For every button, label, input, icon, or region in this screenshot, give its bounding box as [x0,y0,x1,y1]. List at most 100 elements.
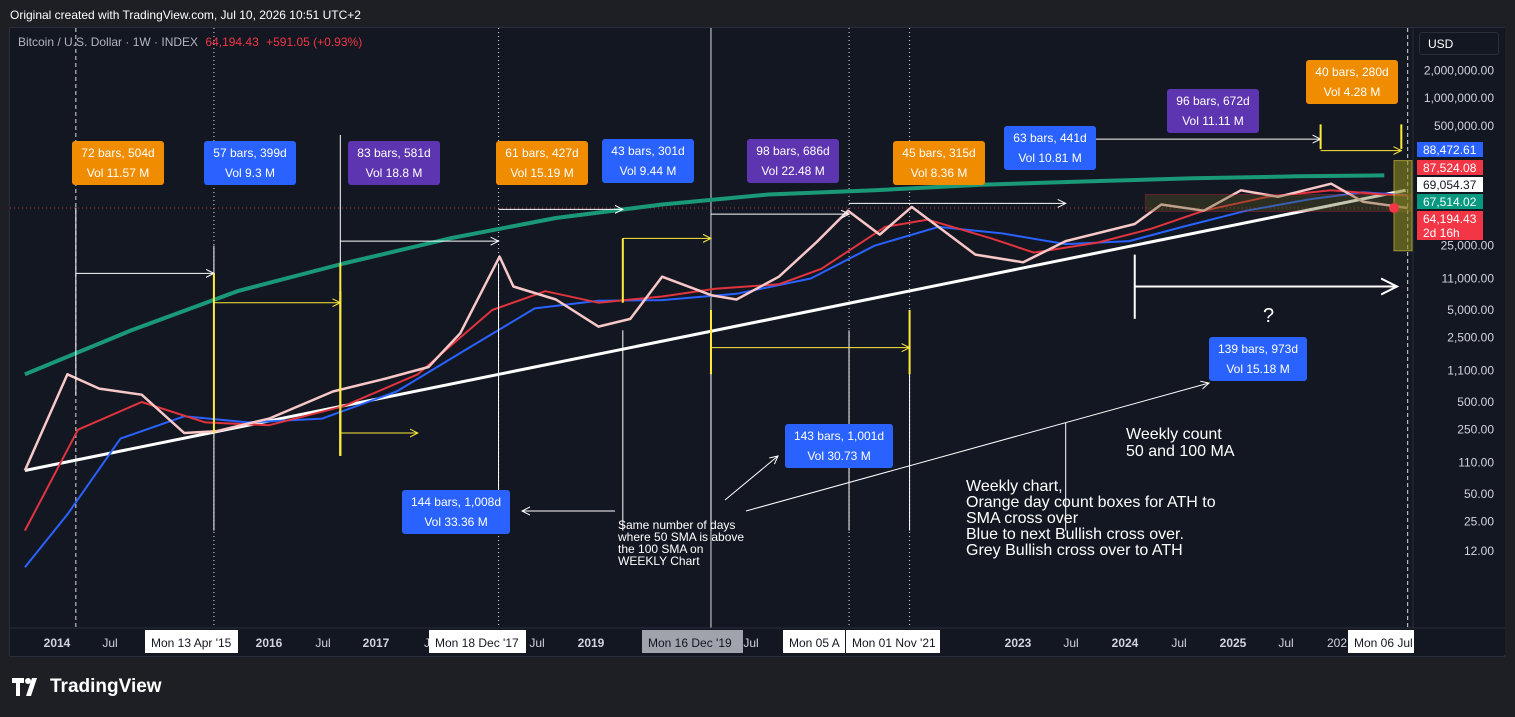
x-tick-label: Jul [1278,636,1293,650]
y-tick-label: 50.00 [1464,487,1494,501]
long-box-vol: Vol 30.73 M [807,449,870,463]
x-tick-label: Jul [529,636,544,650]
cycle-box-label: 96 bars, 672d [1176,94,1249,108]
annotation-arrow [724,456,778,501]
long-box-vol: Vol 15.18 M [1226,362,1289,376]
x-tick-label: 2023 [1005,636,1032,650]
price-label: 2d 16h [1423,226,1460,240]
price-axis [1413,28,1505,628]
cycle-box-label: 83 bars, 581d [357,146,430,160]
cycle-box-vol: Vol 10.81 M [1018,151,1081,165]
y-tick-label: 1,000,000.00 [1424,91,1494,105]
date-label-bg [1348,630,1414,653]
description-note: Weekly chart, [966,478,1063,495]
description-note: Grey Bullish cross over to ATH [966,542,1183,559]
price-zone [1144,193,1412,212]
price-line [23,182,1408,472]
cycle-box-label: 40 bars, 280d [1315,65,1388,79]
same-days-note: WEEKLY Chart [618,554,700,568]
same-days-note: Same number of days [618,518,735,532]
y-tick-label: 2,500.00 [1447,331,1494,345]
x-tick-label: 2016 [256,636,283,650]
y-tick-label: 500.00 [1457,395,1494,409]
long-box-vol: Vol 33.36 M [424,515,487,529]
symbol-name: Bitcoin / U.S. Dollar · 1W · INDEX [18,35,199,49]
y-tick-label: 12.00 [1464,544,1494,558]
price-label-bg [1417,142,1483,157]
long-box-label: 139 bars, 973d [1218,342,1298,356]
y-tick-label: 250.00 [1457,423,1494,437]
cycle-box-vol: Vol 9.3 M [225,166,275,180]
cycle-box [348,141,440,185]
cycle-box-label: 72 bars, 504d [81,146,154,160]
symbol-legend: Bitcoin / U.S. Dollar · 1W · INDEX 64,19… [18,35,362,49]
sma-100-line [24,191,1408,568]
long-box-label: 143 bars, 1,001d [794,429,884,443]
tradingview-brand: TradingView [12,676,162,698]
cycle-box-label: 63 bars, 441d [1013,131,1086,145]
cycle-box-label: 98 bars, 686d [756,144,829,158]
price-label: 87,524.08 [1423,161,1477,175]
cycle-box [72,141,164,185]
price-label: 69,054.37 [1423,178,1477,192]
x-tick-label: 202 [1327,636,1347,650]
date-label-bg [846,630,940,653]
cycle-box-vol: Vol 22.48 M [761,164,824,178]
tradingview-logo-icon [12,678,37,696]
price-change: +591.05 (+0.93%) [266,35,363,49]
price-label: 67,514.02 [1423,195,1477,209]
cycle-box-vol: Vol 8.36 M [911,166,968,180]
long-cycle-box [402,490,510,534]
cycle-box-label: 57 bars, 399d [213,146,286,160]
x-tick-label: Jul [1063,636,1078,650]
x-tick-label: 2025 [1220,636,1247,650]
date-label: Mon 06 Jul [1354,636,1413,650]
date-label: Mon 18 Dec '17 [435,636,519,650]
date-label: Mon 05 A [789,636,840,650]
description-note: Orange day count boxes for ATH to [966,494,1216,511]
weekly-count-note: 50 and 100 MA [1126,443,1235,460]
cycle-box [747,139,839,183]
x-tick-label: Jul [102,636,117,650]
date-label-bg [429,630,526,653]
description-note: Blue to next Bullish cross over. [966,526,1184,543]
cycle-box [204,141,296,185]
same-days-note: where 50 SMA is above [617,530,744,544]
x-tick-label: Jul [743,636,758,650]
currency-button[interactable]: USD [1419,32,1499,55]
last-price: 64,194.43 [205,35,259,49]
price-label-bg [1417,194,1483,209]
annotation-arrow [745,383,1209,512]
cycle-box-vol: Vol 11.57 M [87,166,149,180]
long-cycle-box [785,424,893,468]
date-label-bg [783,630,845,653]
x-tick-label: 2014 [44,636,71,650]
x-tick-label: Jul [315,636,330,650]
cycle-box-vol: Vol 4.28 M [1324,85,1381,99]
long-cycle-box [1209,337,1307,381]
date-label: Mon 16 Dec '19 [648,636,732,650]
y-tick-label: 25.00 [1464,515,1494,529]
y-tick-label: 110.00 [1458,456,1494,470]
date-label-bg [145,630,238,653]
y-tick-label: 25,000.00 [1441,239,1495,253]
price-label: 88,472.61 [1423,143,1477,157]
chart-series-group [23,173,1408,568]
cycle-box-label: 45 bars, 315d [902,146,975,160]
date-label-bg [642,630,743,653]
current-price-dot [1389,202,1399,213]
x-tick-label: 2024 [1112,636,1139,650]
cycle-box-vol: Vol 11.11 M [1182,114,1244,128]
description-note: SMA cross over [966,510,1079,527]
cycle-box-vol: Vol 9.44 M [620,164,677,178]
long-box-label: 144 bars, 1,008d [411,495,501,509]
x-tick-label: J [424,636,430,650]
cycle-box-label: 61 bars, 427d [505,146,578,160]
cycle-box [1306,60,1398,104]
date-label: Mon 13 Apr '15 [151,636,232,650]
time-axis [10,628,1505,655]
question-mark: ? [1263,305,1274,327]
price-label-bg [1417,225,1483,240]
brand-name: TradingView [50,676,162,697]
